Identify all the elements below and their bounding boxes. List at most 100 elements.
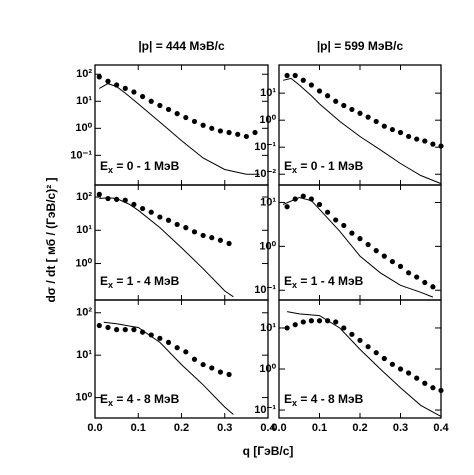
data-point xyxy=(430,141,436,147)
theory-line xyxy=(282,196,434,298)
label-rest: = 4 - 8 МэВ xyxy=(297,392,364,406)
data-point xyxy=(357,236,363,242)
label-rest: = 0 - 1 МэВ xyxy=(113,159,180,173)
data-point xyxy=(300,193,306,199)
y-tick-label: 10⁻² xyxy=(254,168,276,180)
data-point xyxy=(333,217,339,223)
label-rest: = 4 - 8 МэВ xyxy=(113,392,180,406)
data-point xyxy=(148,332,154,338)
data-point xyxy=(438,143,444,149)
data-point xyxy=(200,232,206,239)
y-tick-label: 10² xyxy=(76,68,92,80)
panel-title: |p| = 599 МэВ/c xyxy=(317,39,404,53)
data-point xyxy=(373,350,379,356)
y-tick-label: 10⁻¹ xyxy=(70,149,92,161)
x-tick-label: 0.3 xyxy=(217,422,232,434)
data-point xyxy=(381,123,387,129)
y-tick-label: 10⁰ xyxy=(75,122,92,134)
data-point xyxy=(131,89,137,95)
label-main: E xyxy=(100,274,108,288)
data-point xyxy=(316,318,323,324)
theory-line xyxy=(99,197,234,298)
panel-label: Ex = 4 - 8 МэВ xyxy=(100,392,180,408)
data-point xyxy=(397,263,404,269)
data-point xyxy=(157,214,163,220)
x-tick-label: 0.4 xyxy=(260,422,276,434)
data-point xyxy=(226,129,232,136)
label-sub: x xyxy=(292,280,297,290)
data-point xyxy=(300,319,306,325)
panel-label: Ex = 0 - 1 МэВ xyxy=(100,159,180,175)
data-point xyxy=(333,319,339,325)
data-point xyxy=(397,366,404,372)
label-main: E xyxy=(100,392,108,406)
data-point xyxy=(157,335,163,341)
label-main: E xyxy=(284,392,292,406)
label-rest: = 0 - 1 МэВ xyxy=(297,159,364,173)
y-tick-label: 10² xyxy=(76,191,92,203)
data-point xyxy=(148,98,154,104)
x-tick-label: 0.1 xyxy=(312,422,327,434)
y-tick-label: 10¹ xyxy=(260,322,276,334)
data-point xyxy=(406,133,412,140)
panel: |p| = 444 МэВ/c 10⁻¹ 10⁰ 10¹ 10² Ex = 0 - 1 М… xyxy=(70,39,269,186)
y-tick-label: 10⁰ xyxy=(75,257,92,269)
data-point xyxy=(105,324,111,331)
data-point xyxy=(397,129,404,136)
panel-label: Ex = 4 - 8 МэВ xyxy=(284,392,364,408)
x-tick-label: 0.0 xyxy=(87,422,102,434)
data-point xyxy=(105,195,111,202)
data-point xyxy=(341,102,347,109)
panel-label: Ex = 0 - 1 МэВ xyxy=(284,159,364,175)
x-axis-label: q [ГэВ/c] xyxy=(243,444,294,458)
data-point xyxy=(406,270,412,276)
data-point xyxy=(131,327,137,333)
data-point xyxy=(284,325,290,331)
data-point xyxy=(341,325,347,331)
panel: 10⁰ 10¹ 10² Ex = 1 - 4 МэВ xyxy=(75,184,269,301)
panel: |p| = 599 МэВ/c 10⁻² 10⁻¹ 10⁰ 10¹ Ex = 0 - 1 … xyxy=(254,39,444,186)
panel: 0.0 0.1 0.2 0.3 0.4 10⁻¹ 10⁰ 10¹ Ex = 4 - 8 МэВ xyxy=(254,299,450,434)
data-point xyxy=(209,235,215,241)
data-point xyxy=(148,209,154,215)
data-point xyxy=(165,106,172,113)
data-point xyxy=(200,361,206,368)
label-sub: x xyxy=(108,165,113,175)
data-point xyxy=(406,370,412,376)
data-point xyxy=(217,128,224,134)
theory-line xyxy=(287,311,442,417)
y-tick-label: 10¹ xyxy=(260,87,276,99)
data-point xyxy=(105,78,111,84)
data-point xyxy=(191,118,198,125)
data-point xyxy=(422,279,428,286)
data-point xyxy=(217,369,224,375)
label-main: E xyxy=(284,274,292,288)
data-point xyxy=(131,201,137,208)
data-point xyxy=(389,126,395,133)
data-point xyxy=(183,225,189,231)
y-tick-label: 10² xyxy=(76,307,92,319)
x-tick-label: 0.4 xyxy=(433,422,449,434)
panel-label: Ex = 1 - 4 МэВ xyxy=(100,274,180,290)
y-tick-label: 10⁰ xyxy=(259,363,276,375)
data-point xyxy=(349,230,355,236)
data-point xyxy=(191,229,198,235)
data-point xyxy=(209,125,215,131)
data-point xyxy=(389,361,395,367)
data-point xyxy=(165,339,172,346)
data-point xyxy=(300,77,306,83)
x-tick-label: 0.0 xyxy=(271,422,286,434)
data-point xyxy=(414,274,420,280)
data-point xyxy=(139,93,146,100)
data-point xyxy=(365,344,371,350)
data-point xyxy=(157,102,163,109)
data-point xyxy=(191,356,198,362)
label-rest: = 1 - 4 МэВ xyxy=(297,274,364,288)
y-tick-label: 10⁻¹ xyxy=(254,284,276,296)
data-point xyxy=(284,204,290,210)
data-point xyxy=(333,98,339,104)
data-point xyxy=(438,387,444,394)
label-sub: x xyxy=(292,165,297,175)
data-point xyxy=(139,205,146,212)
